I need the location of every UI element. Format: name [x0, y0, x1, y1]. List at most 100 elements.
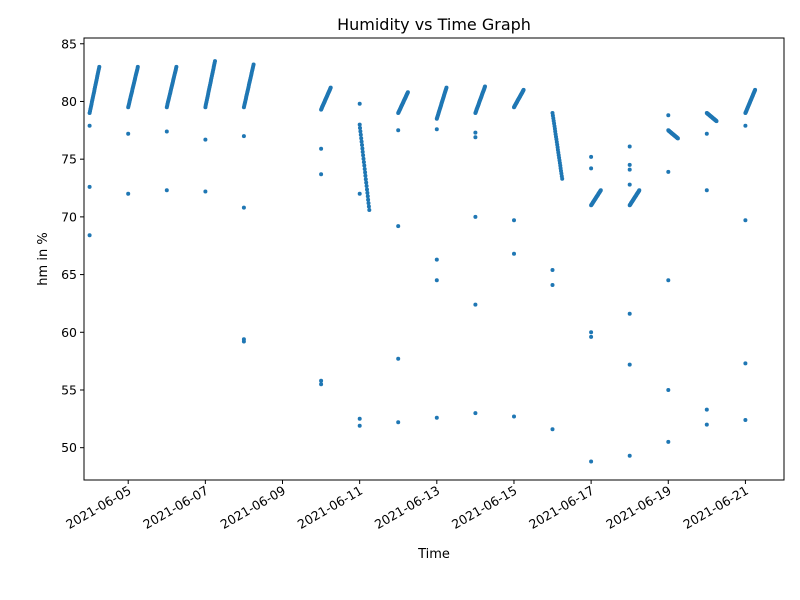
data-point [358, 126, 362, 130]
data-point [666, 388, 671, 392]
data-point [251, 62, 256, 67]
data-point [405, 90, 410, 95]
data-point [396, 128, 401, 133]
data-point [396, 224, 401, 229]
data-point [637, 188, 642, 193]
data-point [704, 422, 709, 427]
data-point [362, 167, 367, 171]
data-point [627, 144, 632, 149]
data-point [87, 123, 92, 128]
data-point [753, 87, 758, 92]
data-point [357, 191, 362, 196]
data-point [363, 177, 368, 182]
data-point [550, 427, 555, 432]
y-axis: 50 55 60 65 70 75 80 85 [61, 36, 84, 455]
data-point [512, 218, 516, 223]
data-points [87, 59, 758, 464]
data-point [396, 356, 401, 361]
data-point [365, 194, 370, 199]
data-point [135, 64, 140, 69]
data-point [360, 149, 365, 154]
data-point [319, 172, 324, 177]
data-point [241, 337, 246, 342]
data-point [473, 130, 478, 135]
data-point [675, 136, 680, 141]
data-point [126, 191, 131, 196]
data-point [473, 214, 478, 219]
data-point [365, 190, 370, 195]
data-point [357, 101, 362, 106]
data-point [434, 415, 439, 420]
data-point [241, 205, 246, 210]
data-point [366, 201, 371, 206]
data-point [627, 162, 632, 167]
data-point [361, 156, 366, 161]
data-point [589, 330, 594, 335]
data-point [364, 180, 369, 185]
data-point [434, 127, 439, 132]
data-point [174, 64, 179, 69]
data-point [357, 423, 362, 428]
y-tick-label: 50 [61, 440, 77, 455]
data-point [434, 278, 439, 283]
data-point [560, 176, 565, 181]
data-point [704, 407, 709, 412]
data-point [627, 453, 632, 458]
data-point [357, 122, 362, 127]
data-point [666, 113, 671, 118]
y-tick-label: 85 [61, 36, 77, 51]
data-point [627, 362, 632, 367]
y-tick-label: 65 [61, 267, 77, 282]
data-point [361, 160, 366, 165]
data-point [521, 87, 526, 92]
data-point [483, 84, 487, 89]
y-axis-label: hm in % [36, 232, 51, 285]
data-point [743, 361, 748, 366]
data-point [328, 85, 333, 90]
data-point [360, 146, 365, 151]
data-point [319, 382, 324, 387]
data-point [666, 278, 671, 283]
data-point [366, 204, 371, 209]
data-point [359, 136, 364, 141]
data-point [164, 188, 169, 193]
data-point [367, 208, 372, 212]
data-point [396, 420, 401, 425]
data-point [627, 311, 632, 316]
data-point [550, 283, 555, 287]
data-point [319, 146, 324, 151]
data-point [512, 251, 516, 256]
data-point [473, 135, 478, 140]
plot-area-frame [83, 37, 785, 481]
data-point [589, 154, 594, 159]
data-point [126, 131, 131, 136]
x-axis-label: Time [417, 547, 450, 562]
data-point [361, 153, 366, 158]
data-point [704, 188, 709, 193]
data-point [550, 268, 555, 272]
data-point [87, 184, 92, 189]
data-point [363, 170, 368, 175]
data-point [203, 137, 208, 142]
data-point [627, 182, 632, 187]
data-point [743, 218, 748, 223]
data-point [364, 184, 369, 188]
data-point [359, 139, 364, 144]
data-point [512, 414, 516, 419]
data-point [360, 143, 364, 147]
data-point [444, 85, 449, 90]
data-point [363, 173, 368, 178]
data-point [241, 134, 246, 139]
data-point [589, 459, 594, 464]
data-point [203, 189, 208, 194]
y-tick-label: 75 [61, 152, 77, 167]
data-point [666, 169, 671, 174]
data-point [97, 64, 102, 69]
chart-title: Humidity vs Time Graph [337, 15, 531, 34]
data-point [598, 188, 603, 193]
data-point [358, 129, 363, 134]
data-point [666, 439, 671, 444]
y-tick-label: 80 [61, 94, 77, 109]
data-point [434, 257, 439, 262]
